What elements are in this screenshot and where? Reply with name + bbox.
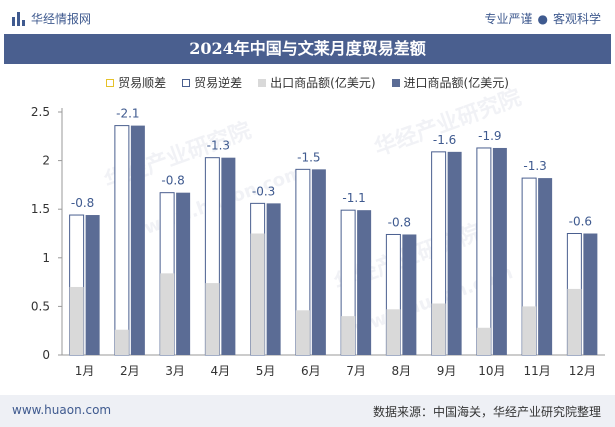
balance-data-label: -0.6 — [569, 215, 592, 229]
legend-swatch-import — [391, 78, 400, 87]
chart-legend: 贸易顺差 贸易逆差 出口商品额(亿美元) 进口商品额(亿美元) — [0, 74, 615, 91]
import-bar — [357, 210, 372, 355]
balance-data-label: -0.8 — [161, 174, 184, 188]
import-bar — [402, 234, 417, 355]
import-bar — [492, 147, 507, 355]
site-name: 华经情报网 — [31, 12, 92, 26]
legend-label-surplus: 贸易顺差 — [118, 76, 167, 90]
legend-item-deficit: 贸易逆差 — [182, 74, 242, 91]
legend-swatch-surplus — [106, 78, 115, 87]
export-bar — [69, 286, 84, 355]
export-bar — [205, 283, 220, 355]
chart-title: 2024年中国与文莱月度贸易差额 — [4, 34, 611, 64]
balance-data-label: -1.3 — [207, 139, 230, 153]
export-bar — [160, 273, 175, 355]
bar-chart: 00.511.522.5 -0.81月-2.12月-0.83月-1.34月-0.… — [31, 105, 605, 378]
logo-icon — [12, 11, 25, 26]
export-bar — [431, 303, 446, 355]
export-bar — [386, 309, 401, 355]
site-logo[interactable]: 华经情报网 — [12, 10, 91, 27]
balance-bar — [476, 147, 492, 356]
export-bar — [476, 327, 491, 355]
y-tick-label: 0 — [42, 348, 50, 362]
legend-item-export: 出口商品额(亿美元) — [258, 74, 376, 91]
chart-bars — [69, 125, 598, 356]
y-tick-label: 1 — [42, 251, 50, 265]
x-tick-label: 1月 — [75, 364, 95, 378]
x-tick-label: 5月 — [256, 364, 276, 378]
import-bar — [538, 178, 553, 355]
import-bar — [447, 151, 462, 355]
y-tick-label: 1.5 — [31, 202, 50, 216]
x-tick-label: 4月 — [211, 364, 231, 378]
y-tick-label: 2.5 — [31, 105, 50, 119]
data-source-note: 数据来源：中国海关，华经产业研究院整理 — [372, 405, 601, 419]
slogan-right: 客观科学 — [552, 12, 601, 26]
import-bar — [176, 192, 191, 355]
balance-data-label: -1.3 — [523, 159, 546, 173]
x-tick-label: 8月 — [392, 364, 412, 378]
legend-label-import: 进口商品额(亿美元) — [403, 76, 509, 90]
slogan-separator: ● — [537, 12, 548, 26]
x-tick-label: 11月 — [523, 364, 550, 378]
footer: www.huaon.com 数据来源：中国海关，华经产业研究院整理 — [0, 395, 615, 427]
legend-swatch-export — [258, 78, 267, 87]
x-tick-label: 9月 — [437, 364, 457, 378]
x-tick-label: 10月 — [478, 364, 505, 378]
slogan: 专业严谨 ● 客观科学 — [484, 10, 601, 27]
x-tick-label: 7月 — [346, 364, 366, 378]
import-bar — [266, 203, 281, 355]
legend-swatch-deficit — [182, 78, 191, 87]
slogan-left: 专业严谨 — [484, 12, 533, 26]
import-bar — [583, 233, 598, 355]
legend-item-surplus: 贸易顺差 — [106, 74, 166, 91]
import-bar — [311, 169, 326, 355]
balance-data-label: -0.8 — [388, 215, 411, 229]
balance-data-label: -1.1 — [342, 191, 365, 205]
export-bar — [567, 288, 582, 355]
import-bar — [221, 157, 236, 355]
balance-data-label: -0.8 — [71, 196, 94, 210]
legend-item-import: 进口商品额(亿美元) — [391, 74, 509, 91]
x-tick-label: 3月 — [165, 364, 185, 378]
x-tick-label: 2月 — [120, 364, 140, 378]
balance-data-label: -2.1 — [116, 107, 139, 121]
export-bar — [114, 329, 129, 355]
footer-url-link[interactable]: www.huaon.com — [12, 403, 112, 417]
y-tick-label: 0.5 — [31, 299, 50, 313]
top-bar: 华经情报网 专业严谨 ● 客观科学 — [0, 0, 615, 34]
balance-data-label: -1.9 — [478, 129, 501, 143]
x-tick-label: 6月 — [301, 364, 321, 378]
export-bar — [341, 316, 356, 355]
export-bar — [295, 310, 310, 355]
export-bar — [250, 233, 265, 355]
balance-data-label: -0.3 — [252, 184, 275, 198]
chart-labels: -0.8 1月 -2.1 2月 -0.8 3月 -1.3 4月 -0.3 5月 -1.5 6月 -1.1… — [71, 107, 596, 378]
export-bar — [522, 306, 537, 355]
balance-bar — [114, 125, 130, 356]
legend-label-export: 出口商品额(亿美元) — [270, 76, 376, 90]
import-bar — [85, 215, 100, 355]
balance-data-label: -1.6 — [433, 133, 456, 147]
chart-axes: 0 0.5 1 1.5 2 2.5 — [31, 105, 605, 362]
x-tick-label: 12月 — [569, 364, 596, 378]
legend-label-deficit: 贸易逆差 — [194, 76, 243, 90]
y-tick-label: 2 — [42, 154, 50, 168]
balance-data-label: -1.5 — [297, 150, 320, 164]
import-bar — [130, 125, 145, 355]
